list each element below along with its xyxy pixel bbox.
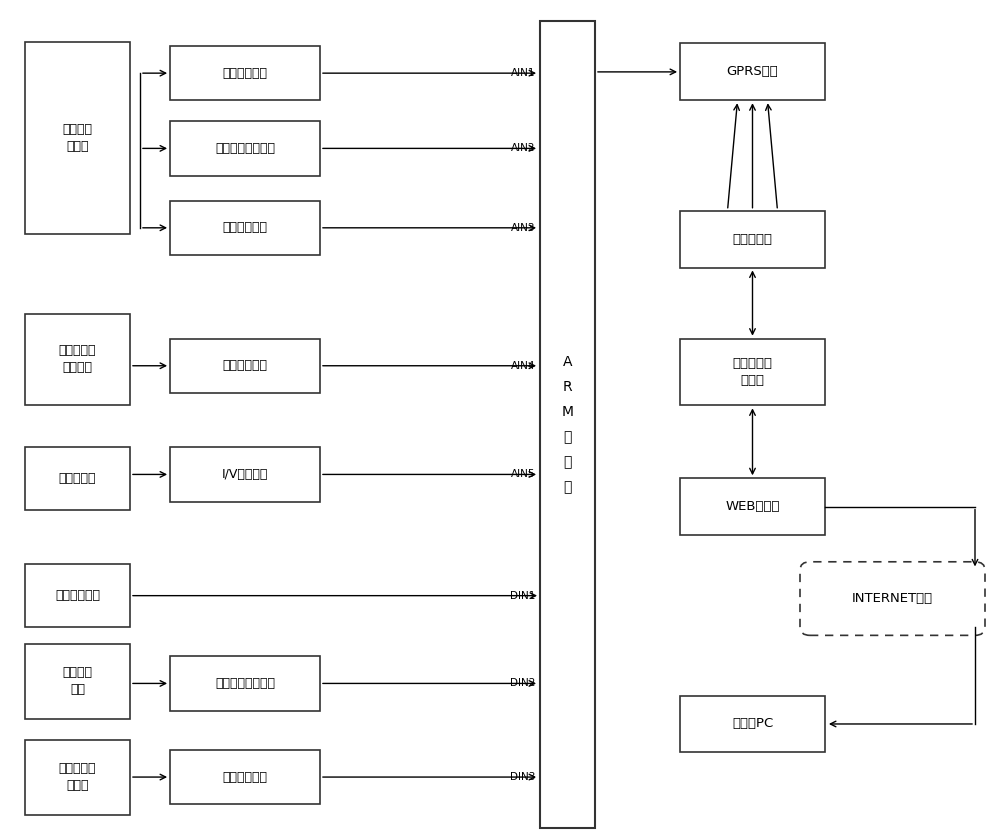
- Text: AIN1: AIN1: [511, 69, 535, 78]
- FancyBboxPatch shape: [680, 43, 825, 100]
- FancyBboxPatch shape: [170, 46, 320, 100]
- FancyBboxPatch shape: [25, 42, 130, 234]
- Text: 点式光纤温
度传感器: 点式光纤温 度传感器: [59, 344, 96, 375]
- Text: 放大对数检波电路: 放大对数检波电路: [215, 677, 275, 690]
- Text: INTERNET网络: INTERNET网络: [852, 592, 933, 605]
- Text: GPRS模块: GPRS模块: [727, 65, 778, 79]
- FancyBboxPatch shape: [25, 740, 130, 815]
- Text: 频率测量电路: 频率测量电路: [222, 67, 268, 79]
- Text: I/V转换电路: I/V转换电路: [222, 468, 268, 481]
- FancyBboxPatch shape: [170, 121, 320, 176]
- FancyBboxPatch shape: [680, 696, 825, 752]
- FancyBboxPatch shape: [170, 339, 320, 393]
- Text: 光电转换电路: 光电转换电路: [222, 359, 268, 372]
- Text: WEB服务器: WEB服务器: [725, 500, 780, 513]
- Text: A
R
M
处
理
器: A R M 处 理 器: [562, 354, 574, 494]
- FancyBboxPatch shape: [25, 564, 130, 627]
- Text: AIN5: AIN5: [511, 470, 535, 479]
- Text: 电极式液位
传感器: 电极式液位 传感器: [59, 762, 96, 793]
- FancyBboxPatch shape: [680, 211, 825, 268]
- FancyBboxPatch shape: [170, 750, 320, 804]
- Text: DIN2: DIN2: [510, 679, 535, 688]
- Text: 网络交换机: 网络交换机: [733, 232, 773, 246]
- Text: 应用数据库
服务器: 应用数据库 服务器: [733, 357, 773, 387]
- Text: DIN1: DIN1: [510, 591, 535, 600]
- FancyBboxPatch shape: [170, 656, 320, 711]
- FancyBboxPatch shape: [170, 447, 320, 502]
- Text: AIN3: AIN3: [511, 223, 535, 232]
- Text: AIN4: AIN4: [511, 361, 535, 370]
- Text: 信号强度测量电路: 信号强度测量电路: [215, 142, 275, 155]
- FancyBboxPatch shape: [25, 447, 130, 510]
- FancyBboxPatch shape: [540, 21, 595, 828]
- FancyBboxPatch shape: [680, 478, 825, 535]
- Text: 高频电流
互感器: 高频电流 互感器: [62, 123, 92, 153]
- FancyBboxPatch shape: [25, 314, 130, 405]
- FancyBboxPatch shape: [25, 644, 130, 719]
- Text: 温湿度传感器: 温湿度传感器: [55, 589, 100, 602]
- FancyBboxPatch shape: [680, 339, 825, 405]
- Text: 气体传感器: 气体传感器: [59, 472, 96, 485]
- Text: AIN2: AIN2: [511, 144, 535, 153]
- FancyBboxPatch shape: [170, 201, 320, 255]
- Text: 超声波传
感器: 超声波传 感器: [62, 666, 92, 696]
- FancyBboxPatch shape: [800, 562, 985, 635]
- Text: 开关报警电路: 开关报警电路: [222, 771, 268, 783]
- Text: 客户端PC: 客户端PC: [732, 717, 773, 731]
- Text: DIN3: DIN3: [510, 772, 535, 782]
- Text: 电流采集电路: 电流采集电路: [222, 222, 268, 234]
